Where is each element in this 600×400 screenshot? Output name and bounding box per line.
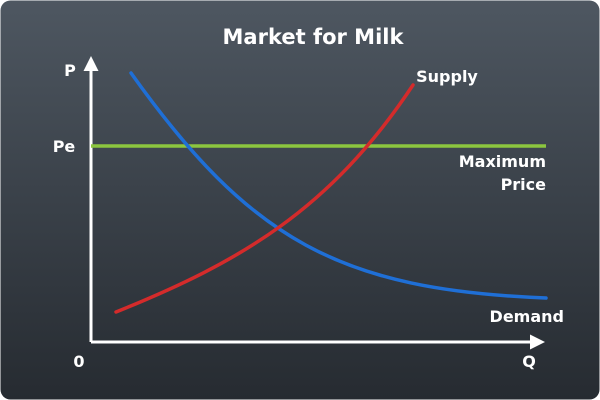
y-axis-label: P <box>64 61 76 80</box>
maximum-price-label-line1: Maximum <box>459 152 546 171</box>
diagram-title: Market for Milk <box>223 25 405 49</box>
supply-curve <box>114 83 415 314</box>
x-axis-label: Q <box>522 352 536 371</box>
price-pe-label: Pe <box>53 137 76 156</box>
supply-label: Supply <box>416 67 478 86</box>
demand-curve <box>129 71 548 300</box>
demand-label: Demand <box>490 307 564 326</box>
maximum-price-label-line2: Price <box>501 175 547 194</box>
origin-label: 0 <box>73 352 84 371</box>
